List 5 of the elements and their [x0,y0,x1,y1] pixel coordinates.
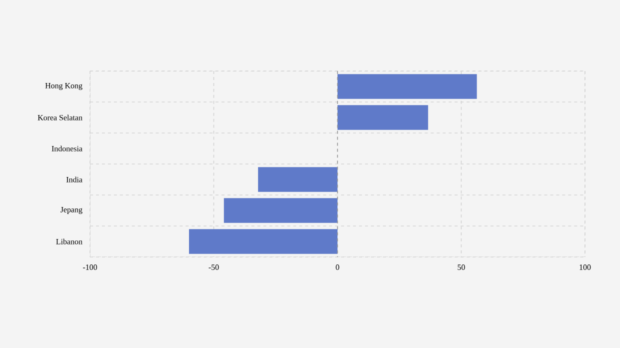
bar [258,167,338,192]
bar [338,105,428,130]
bar [189,229,338,254]
bar [224,198,338,223]
bar [338,74,477,99]
